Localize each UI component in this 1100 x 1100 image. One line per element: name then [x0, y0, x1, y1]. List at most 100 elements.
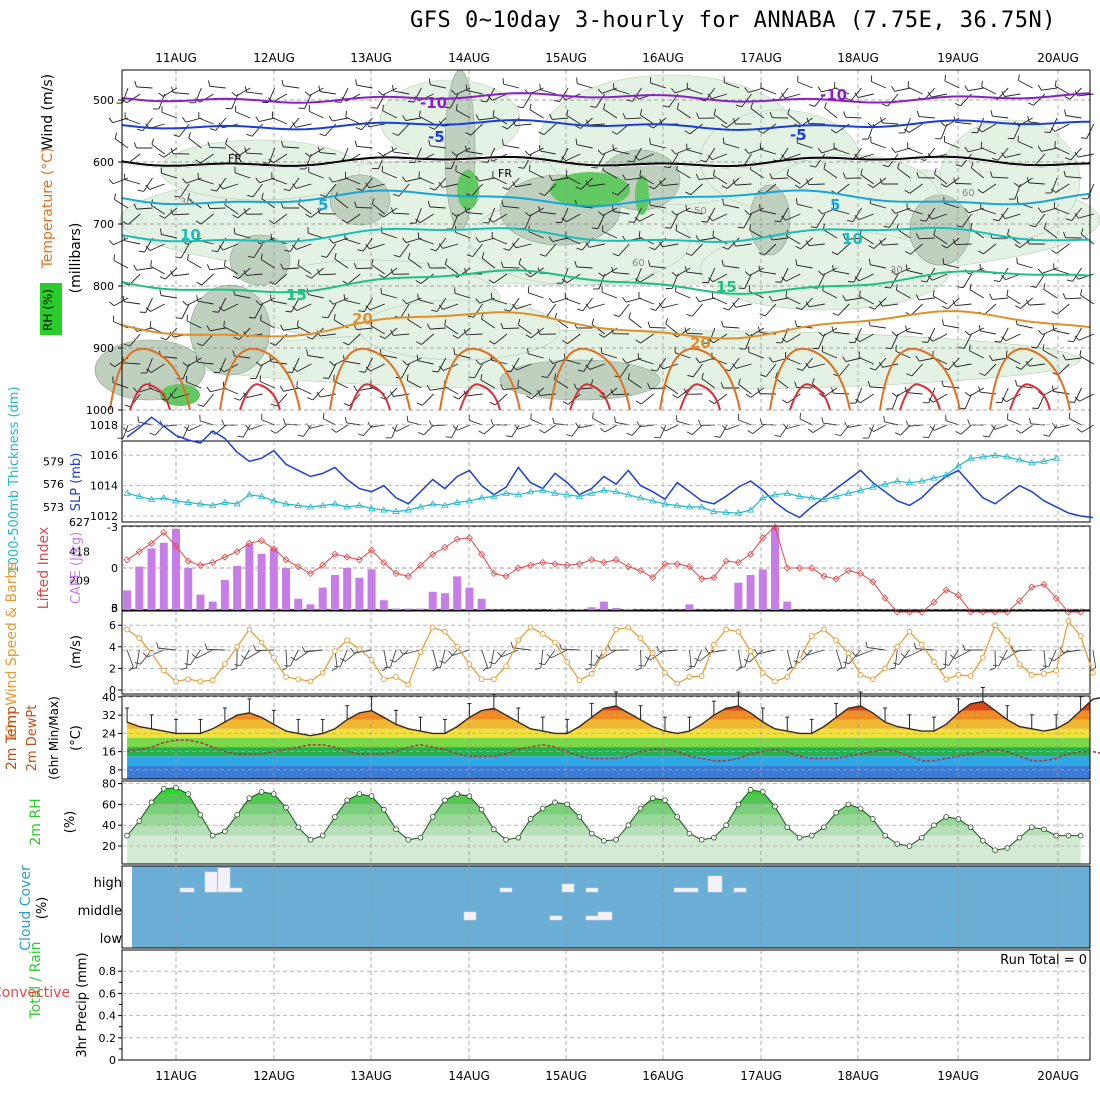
temp-color-band — [127, 719, 1090, 729]
upper-wind-barb — [955, 182, 972, 185]
upper-wind-barb-feather — [964, 85, 969, 92]
upper-wind-barb-feather — [796, 368, 803, 371]
upper-wind-barb — [1013, 123, 1021, 139]
upper-wind-barb — [854, 327, 862, 343]
upper-wind-barb-feather — [255, 116, 260, 122]
upper-wind-barb — [515, 183, 532, 188]
upper-wind-barb — [393, 90, 410, 95]
upper-wind-barb-feather — [297, 259, 300, 266]
upper-wind-barb — [932, 333, 948, 342]
upper-wind-barb — [796, 203, 813, 209]
upper-wind-barb-feather — [292, 244, 297, 250]
upper-wind-barb — [980, 330, 997, 335]
upper-wind-barb — [283, 327, 300, 331]
upper-wind-barb — [860, 393, 874, 404]
surface-wind-barb — [604, 424, 618, 433]
upper-wind-barb-feather — [732, 179, 736, 186]
upper-wind-barb — [690, 183, 703, 196]
thickness-point — [282, 500, 290, 507]
upper-wind-barb — [711, 93, 728, 100]
upper-wind-barb-feather — [919, 219, 927, 222]
upper-wind-barb — [655, 297, 667, 311]
wind-speed-point — [759, 669, 766, 676]
upper-wind-barb-feather — [365, 366, 371, 372]
temp-contour-25 — [659, 347, 741, 411]
upper-wind-barb — [417, 360, 434, 365]
upper-wind-barb-feather — [904, 386, 908, 393]
rh-point — [1004, 845, 1011, 851]
wind-speed-point — [197, 678, 204, 685]
lifted-index-point — [575, 560, 583, 568]
surface-wind-barb — [692, 424, 703, 435]
cloud-cover-block — [499, 887, 513, 893]
temp-contour-30 — [349, 383, 391, 411]
upper-wind-barb-feather — [353, 262, 357, 269]
thickness-point — [1052, 454, 1060, 461]
upper-wind-barb-feather — [842, 356, 847, 362]
upper-wind-barb — [246, 393, 263, 399]
upper-wind-barb-feather — [612, 192, 618, 196]
surface-wind-barb — [928, 424, 936, 438]
upper-wind-barb — [136, 86, 153, 89]
upper-wind-barb-feather — [658, 363, 664, 370]
label-rh-unit: (%) — [63, 811, 78, 834]
upper-wind-barb-feather — [671, 210, 677, 216]
upper-wind-barb-feather — [598, 333, 605, 338]
upper-wind-barb-feather — [928, 398, 934, 403]
thickness-point — [905, 478, 914, 486]
upper-wind-barb-feather — [952, 238, 956, 245]
upper-wind-barb — [686, 210, 703, 215]
upper-wind-barb — [675, 230, 691, 239]
upper-wind-barb-feather — [255, 300, 261, 306]
rh-point — [503, 836, 509, 843]
wind10-barb-feather — [510, 641, 514, 648]
rh-point — [808, 832, 815, 839]
thickness-point — [624, 491, 633, 498]
upper-wind-barb — [473, 303, 483, 318]
thickness-point — [355, 501, 364, 508]
upper-wind-barb — [418, 93, 434, 102]
date-label-top: 13AUG — [350, 51, 392, 65]
surface-wind-barb-feather — [883, 415, 885, 422]
lifted-index-point — [368, 546, 376, 554]
temp-contour-minus5 — [121, 119, 1090, 132]
temp-contour-15 — [121, 269, 1091, 295]
wind10-barb-feather — [399, 649, 404, 655]
upper-wind-barb-feather — [195, 159, 201, 164]
slp-tick-label: 1014 — [90, 480, 118, 493]
upper-wind-barb — [222, 183, 239, 190]
upper-wind-barb-feather — [270, 403, 277, 407]
upper-wind-barb-feather — [480, 374, 483, 381]
upper-wind-barb-feather — [738, 378, 741, 385]
upper-wind-barb-feather — [562, 340, 568, 345]
surface-wind-barb-feather — [774, 434, 781, 438]
upper-wind-barb — [836, 183, 850, 195]
thickness-point — [233, 500, 241, 507]
upper-wind-barb-feather — [145, 184, 150, 190]
surface-wind-barb-feather — [418, 432, 424, 436]
upper-wind-barb-feather — [219, 367, 225, 373]
upper-wind-barb-feather — [576, 247, 583, 251]
upper-wind-barb — [421, 393, 434, 406]
surface-wind-barb-feather — [636, 421, 641, 427]
rh-point — [270, 791, 277, 797]
upper-wind-barb-feather — [1050, 127, 1056, 132]
wind-speed-point — [625, 624, 632, 631]
upper-wind-barb-feather — [169, 393, 175, 399]
lifted-index-point — [588, 556, 596, 564]
upper-wind-barb — [1036, 333, 1046, 349]
temp-contour-30 — [899, 383, 941, 411]
upper-wind-barb-feather — [354, 140, 358, 147]
upper-wind-barb-feather — [195, 356, 199, 363]
thickness-point — [685, 503, 694, 510]
upper-wind-barb-feather — [744, 148, 750, 154]
wind-speed-point — [857, 672, 864, 678]
upper-wind-barb — [750, 168, 764, 179]
upper-wind-barb — [544, 183, 557, 196]
upper-wind-barb-feather — [869, 367, 876, 371]
thickness-line — [126, 454, 1057, 514]
upper-wind-barb — [224, 265, 239, 275]
rh-point — [454, 791, 460, 797]
upper-wind-barb — [209, 146, 226, 149]
upper-wind-barb — [150, 363, 165, 373]
